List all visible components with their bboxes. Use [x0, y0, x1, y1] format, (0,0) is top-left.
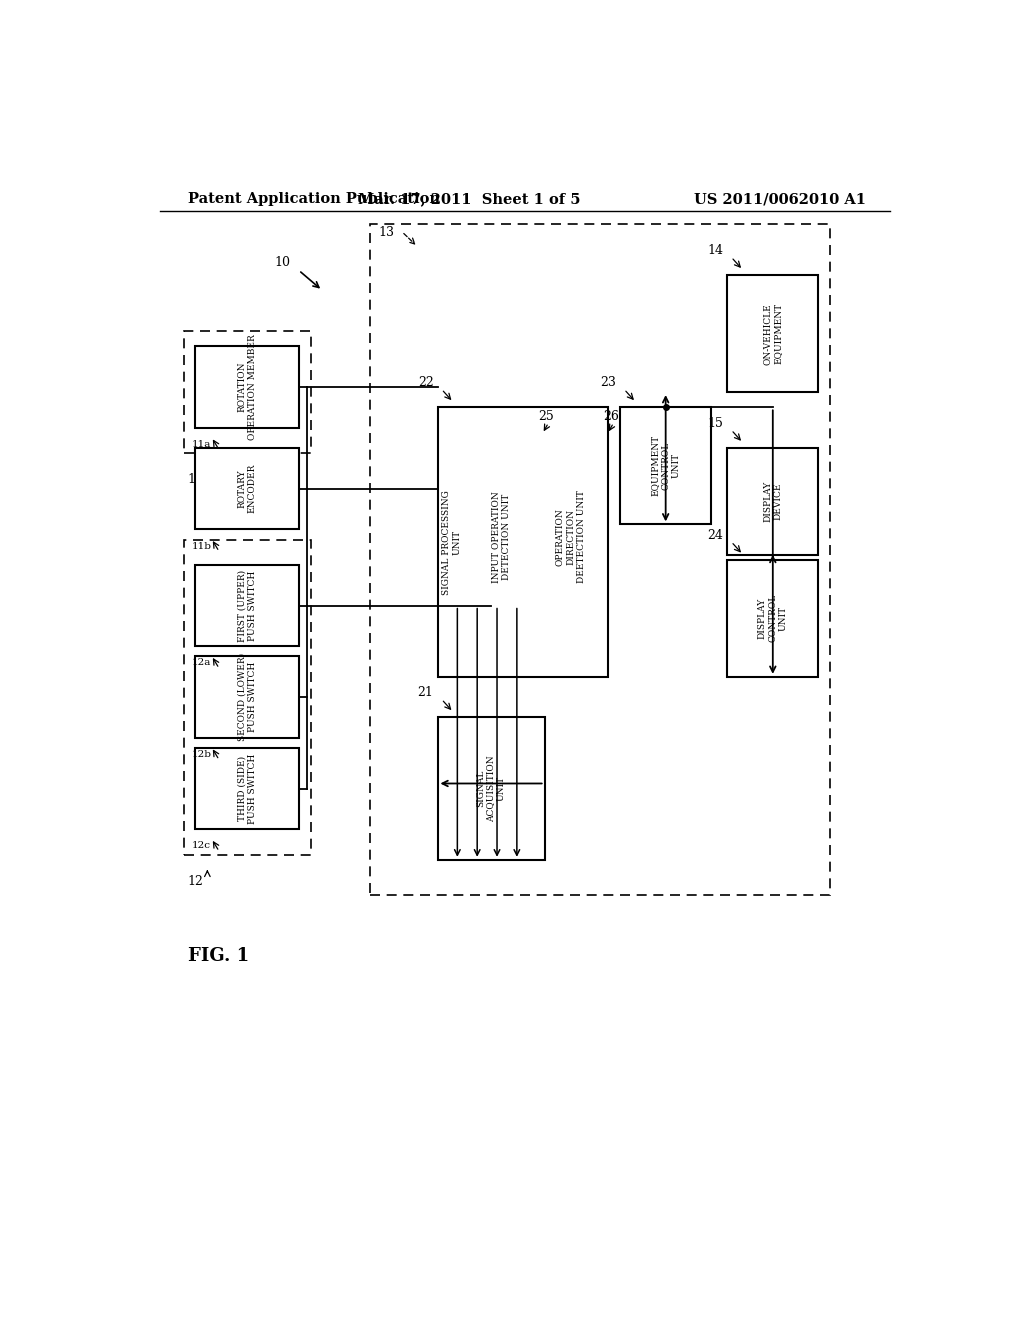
Text: 15: 15	[708, 417, 723, 430]
Text: INPUT OPERATION
DETECTION UNIT: INPUT OPERATION DETECTION UNIT	[493, 491, 511, 583]
Text: 22: 22	[418, 376, 433, 389]
Text: 12a: 12a	[191, 659, 211, 668]
Bar	[196, 346, 299, 428]
Text: 25: 25	[539, 409, 554, 422]
Text: DISPLAY
CONTROL
UNIT: DISPLAY CONTROL UNIT	[758, 594, 787, 643]
Text: DISPLAY
DEVICE: DISPLAY DEVICE	[763, 480, 782, 523]
Bar	[370, 224, 830, 895]
Text: 11: 11	[187, 474, 204, 487]
Bar	[469, 438, 535, 636]
Text: ROTARY
ENCODER: ROTARY ENCODER	[238, 465, 257, 513]
Bar	[437, 718, 545, 859]
Bar	[196, 565, 299, 647]
Text: 14: 14	[708, 244, 723, 257]
Text: 13: 13	[378, 227, 394, 239]
Bar	[727, 560, 818, 677]
Bar	[727, 447, 818, 554]
Bar	[196, 748, 299, 829]
Text: SECOND (LOWER)
PUSH SWITCH: SECOND (LOWER) PUSH SWITCH	[238, 653, 257, 741]
Bar	[196, 656, 299, 738]
Text: FIG. 1: FIG. 1	[187, 948, 249, 965]
Text: 21: 21	[418, 686, 433, 700]
Text: THIRD (SIDE)
PUSH SWITCH: THIRD (SIDE) PUSH SWITCH	[238, 754, 257, 824]
Text: 11b: 11b	[191, 541, 212, 550]
Text: SIGNAL
ACQUISITION
UNIT: SIGNAL ACQUISITION UNIT	[476, 755, 506, 822]
Text: FIRST (UPPER)
PUSH SWITCH: FIRST (UPPER) PUSH SWITCH	[238, 569, 257, 642]
Text: 24: 24	[708, 528, 723, 541]
Bar	[183, 540, 310, 854]
Text: 11a: 11a	[191, 440, 211, 449]
Text: Patent Application Publication: Patent Application Publication	[187, 191, 439, 206]
Text: EQUIPMENT
CONTROL
UNIT: EQUIPMENT CONTROL UNIT	[651, 436, 681, 496]
Text: 10: 10	[274, 256, 291, 268]
Bar	[543, 438, 599, 636]
Text: 12: 12	[187, 875, 204, 888]
Text: OPERATION
DIRECTION
DEETECTION UNIT: OPERATION DIRECTION DEETECTION UNIT	[556, 491, 586, 583]
Text: SIGNAL PROCESSING
UNIT: SIGNAL PROCESSING UNIT	[442, 490, 462, 594]
Text: ON-VEHICLE
EQUIPMENT: ON-VEHICLE EQUIPMENT	[763, 302, 782, 364]
Bar	[727, 276, 818, 392]
Bar	[196, 447, 299, 529]
Bar	[437, 408, 608, 677]
Text: 26: 26	[603, 409, 620, 422]
Text: 12b: 12b	[191, 750, 212, 759]
Text: ROTATION
OPERATION MEMBER: ROTATION OPERATION MEMBER	[238, 334, 257, 440]
Text: Mar. 17, 2011  Sheet 1 of 5: Mar. 17, 2011 Sheet 1 of 5	[358, 191, 581, 206]
Text: 23: 23	[600, 376, 616, 389]
Text: US 2011/0062010 A1: US 2011/0062010 A1	[694, 191, 866, 206]
Text: 12c: 12c	[191, 841, 211, 850]
Bar	[620, 408, 712, 524]
Bar	[183, 331, 310, 453]
